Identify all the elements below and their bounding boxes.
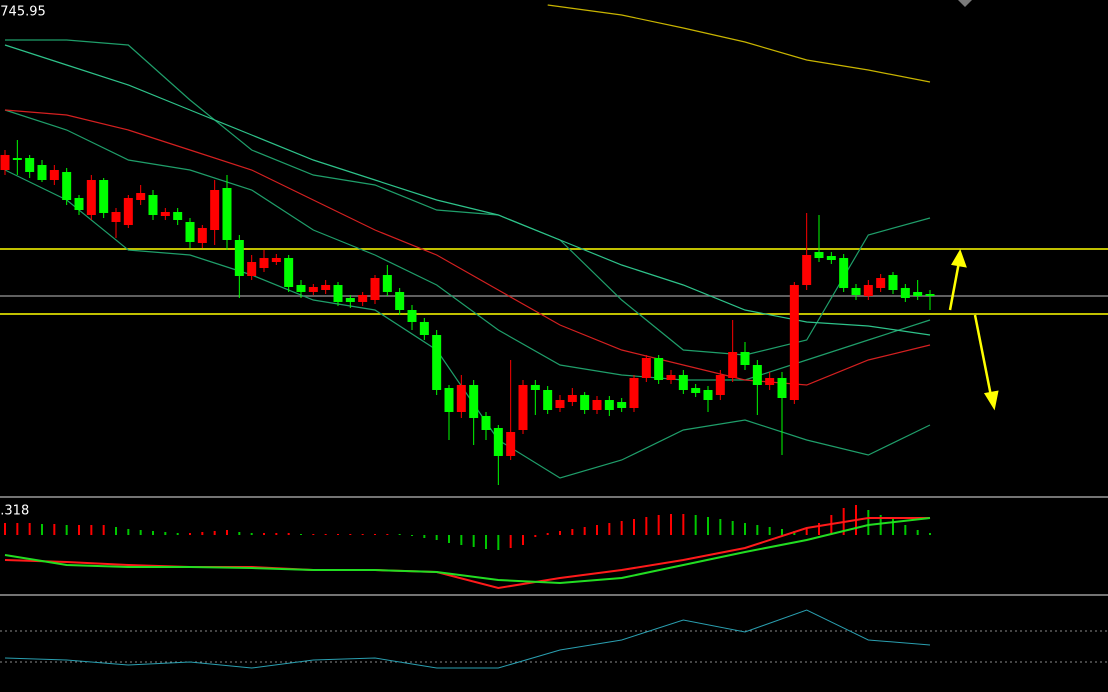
candle-body [296,285,306,292]
plots [0,4,1108,669]
indicator-line [547,4,931,83]
candle-body [826,256,836,260]
candle-body [506,432,516,456]
candle-body [715,375,725,395]
arrow-head [983,390,999,411]
candle-body [678,375,688,390]
candle-body [765,378,775,385]
candle-body [382,275,392,292]
candle-body [752,365,762,385]
indicator-line [4,44,931,336]
candle-body [136,193,146,200]
candle-body [863,285,873,296]
candle-body [333,285,343,302]
candle-body [321,285,331,290]
indicator-line [4,609,931,669]
candle-body [259,258,269,268]
indicator-line [4,169,931,479]
candle-body [530,385,540,390]
candle-body [456,385,466,412]
candle-body [123,198,133,225]
candle-body [567,395,577,402]
candle-body [99,180,109,213]
indicator-line [4,517,931,585]
candle-body [802,255,812,285]
candle-body [543,390,553,410]
candle-body [86,180,96,215]
candle-body [444,388,454,412]
arrow-down [973,314,993,397]
candle-body [284,258,294,287]
price-label: 1745.95 [0,5,46,20]
candle-body [185,222,195,242]
candle-body [654,358,664,380]
candle-body [493,428,503,456]
candle-body [592,400,602,410]
candle-body [210,190,220,230]
candle-body [617,402,627,408]
candle-body [197,228,207,243]
candle-body [691,388,701,393]
candle-body [913,292,923,296]
candle-body [641,358,651,378]
candle-body [839,258,849,288]
candle-body [900,288,910,298]
candle-body [12,158,22,160]
candle-body [160,212,170,216]
candle-body [395,292,405,310]
candle-body [629,378,639,408]
candle-body [555,400,565,408]
candle-body [37,165,47,180]
candle-body [740,352,750,365]
candle-body [74,198,84,210]
candle-body [814,252,824,258]
candle-body [345,298,355,302]
candle-body [604,400,614,410]
candle-body [777,378,787,398]
candle-body [518,385,528,430]
candle-body [358,295,368,302]
arrow-head [951,249,967,268]
arrows [948,249,999,411]
candle-body [222,188,232,240]
indicator-line [4,109,931,386]
candle-body [308,287,318,292]
candle-body [148,195,158,215]
candle-body [481,416,491,430]
candle-body [666,375,676,380]
scroll-marker [958,0,972,7]
candle-body [0,155,10,170]
candle-body [173,212,183,220]
candle-body [62,172,72,200]
indicator-line [5,39,931,356]
indicator-line [4,109,931,381]
candle-body [728,352,738,378]
candle-body [580,395,590,410]
candle-body [111,212,121,222]
candle-body [469,385,479,418]
candle-body [876,278,886,288]
candle-body [888,275,898,290]
candle-body [234,240,244,276]
indicator-label: 0.318 [0,504,29,519]
candle-body [407,310,417,322]
candle-body [271,258,281,262]
candle-body [432,335,442,390]
candle-body [49,170,59,180]
candle-body [925,294,935,296]
candle-body [703,390,713,400]
candle-body [789,285,799,400]
arrow-up [948,261,961,311]
candle-body [247,262,257,276]
candle-body [419,322,429,335]
candle-body [851,288,861,295]
candle-body [25,158,35,172]
candle-body [370,278,380,300]
